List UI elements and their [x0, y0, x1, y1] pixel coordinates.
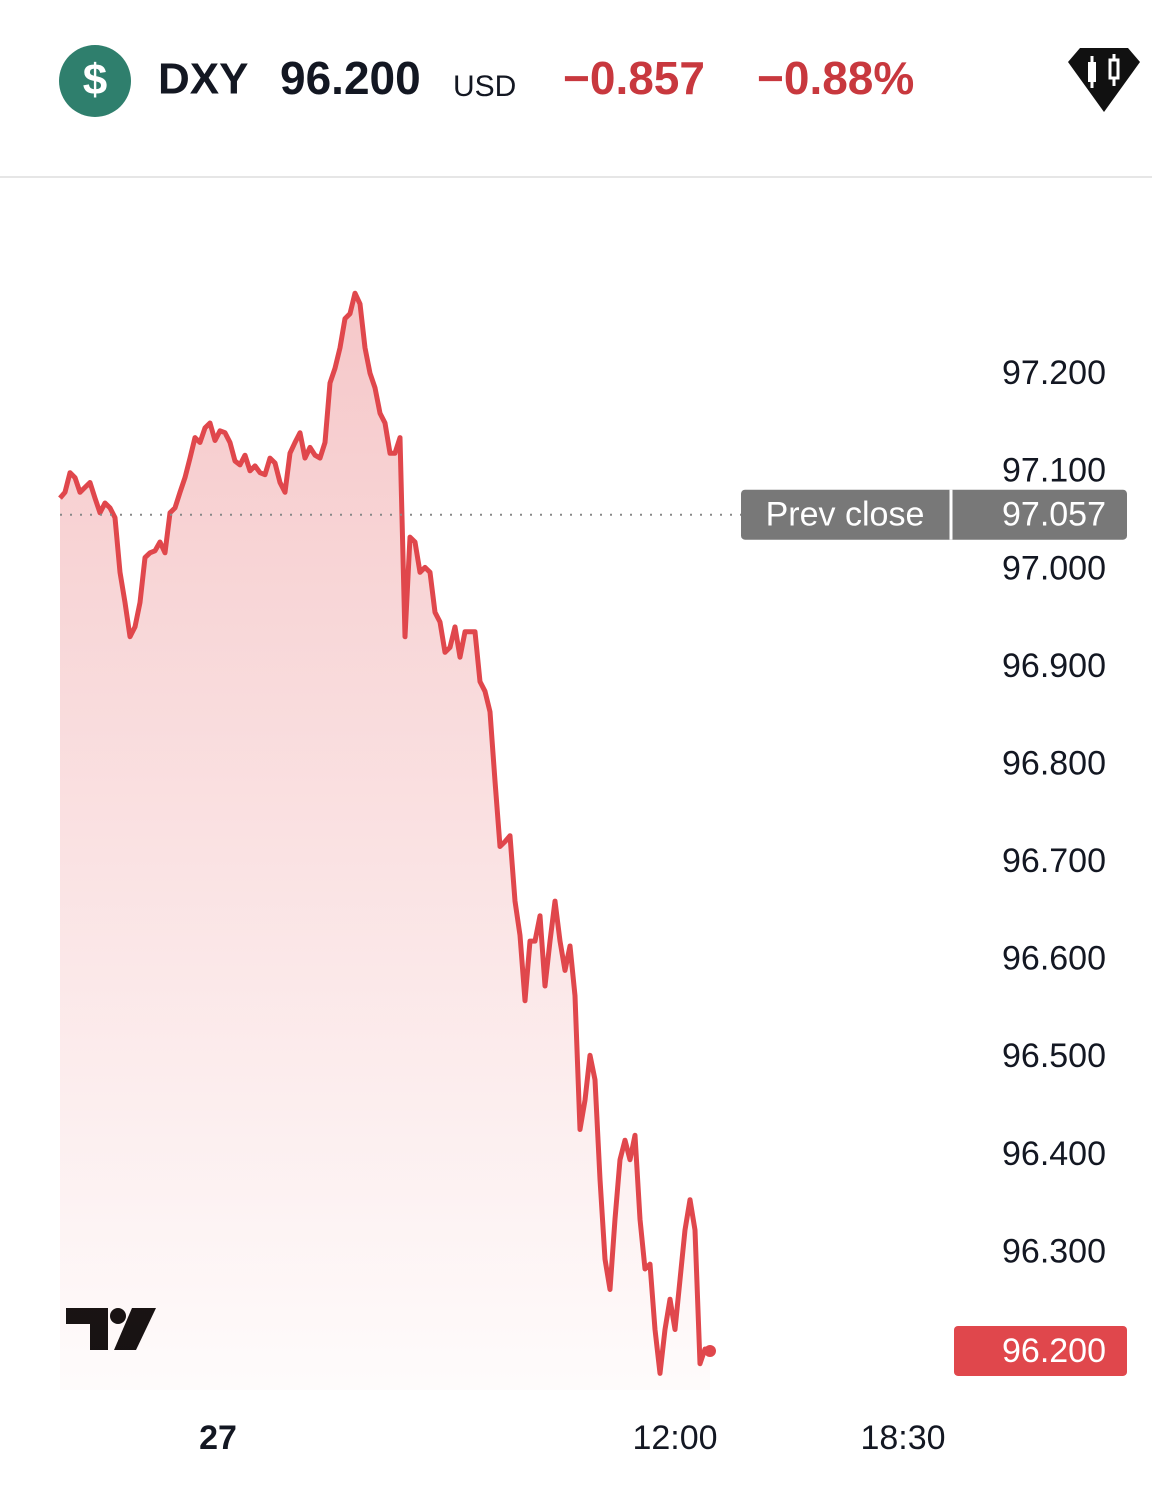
- x-tick-label: 27: [199, 1419, 237, 1457]
- change-percent: −0.88%: [757, 52, 914, 104]
- prev-close-label: 97.057: [1002, 496, 1106, 534]
- price-line: [58, 290, 711, 1376]
- y-tick-label: 96.400: [1002, 1135, 1106, 1173]
- currency: USD: [453, 70, 516, 103]
- y-tick-label: 96.900: [1002, 647, 1106, 685]
- symbol-icon-glyph: $: [83, 56, 107, 105]
- change: −0.857: [563, 52, 705, 104]
- symbol: DXY: [158, 55, 248, 104]
- last-point: [704, 1344, 716, 1357]
- price: 96.200: [280, 52, 421, 104]
- y-tick-label: 96.300: [1002, 1232, 1106, 1270]
- last-price-label: 96.200: [1002, 1332, 1106, 1370]
- symbol-icon: [59, 45, 131, 117]
- prev-close-tag: [741, 489, 1127, 540]
- y-tick-label: 97.200: [1002, 354, 1106, 392]
- y-tick-label: 96.700: [1002, 842, 1106, 880]
- x-tick-label: 12:00: [632, 1419, 717, 1457]
- y-tick-label: 97.100: [1002, 452, 1106, 490]
- y-tick-label: 97.000: [1002, 549, 1106, 587]
- y-tick-label: 96.800: [1002, 744, 1106, 782]
- y-tick-label: 96.600: [1002, 940, 1106, 978]
- chart-type-icon[interactable]: [1068, 48, 1140, 112]
- area-fill: [60, 293, 710, 1391]
- x-tick-label: 18:30: [860, 1419, 945, 1457]
- prev-close-name: Prev close: [766, 496, 925, 534]
- y-tick-label: 96.500: [1002, 1037, 1106, 1075]
- last-price-tag: [954, 1325, 1127, 1376]
